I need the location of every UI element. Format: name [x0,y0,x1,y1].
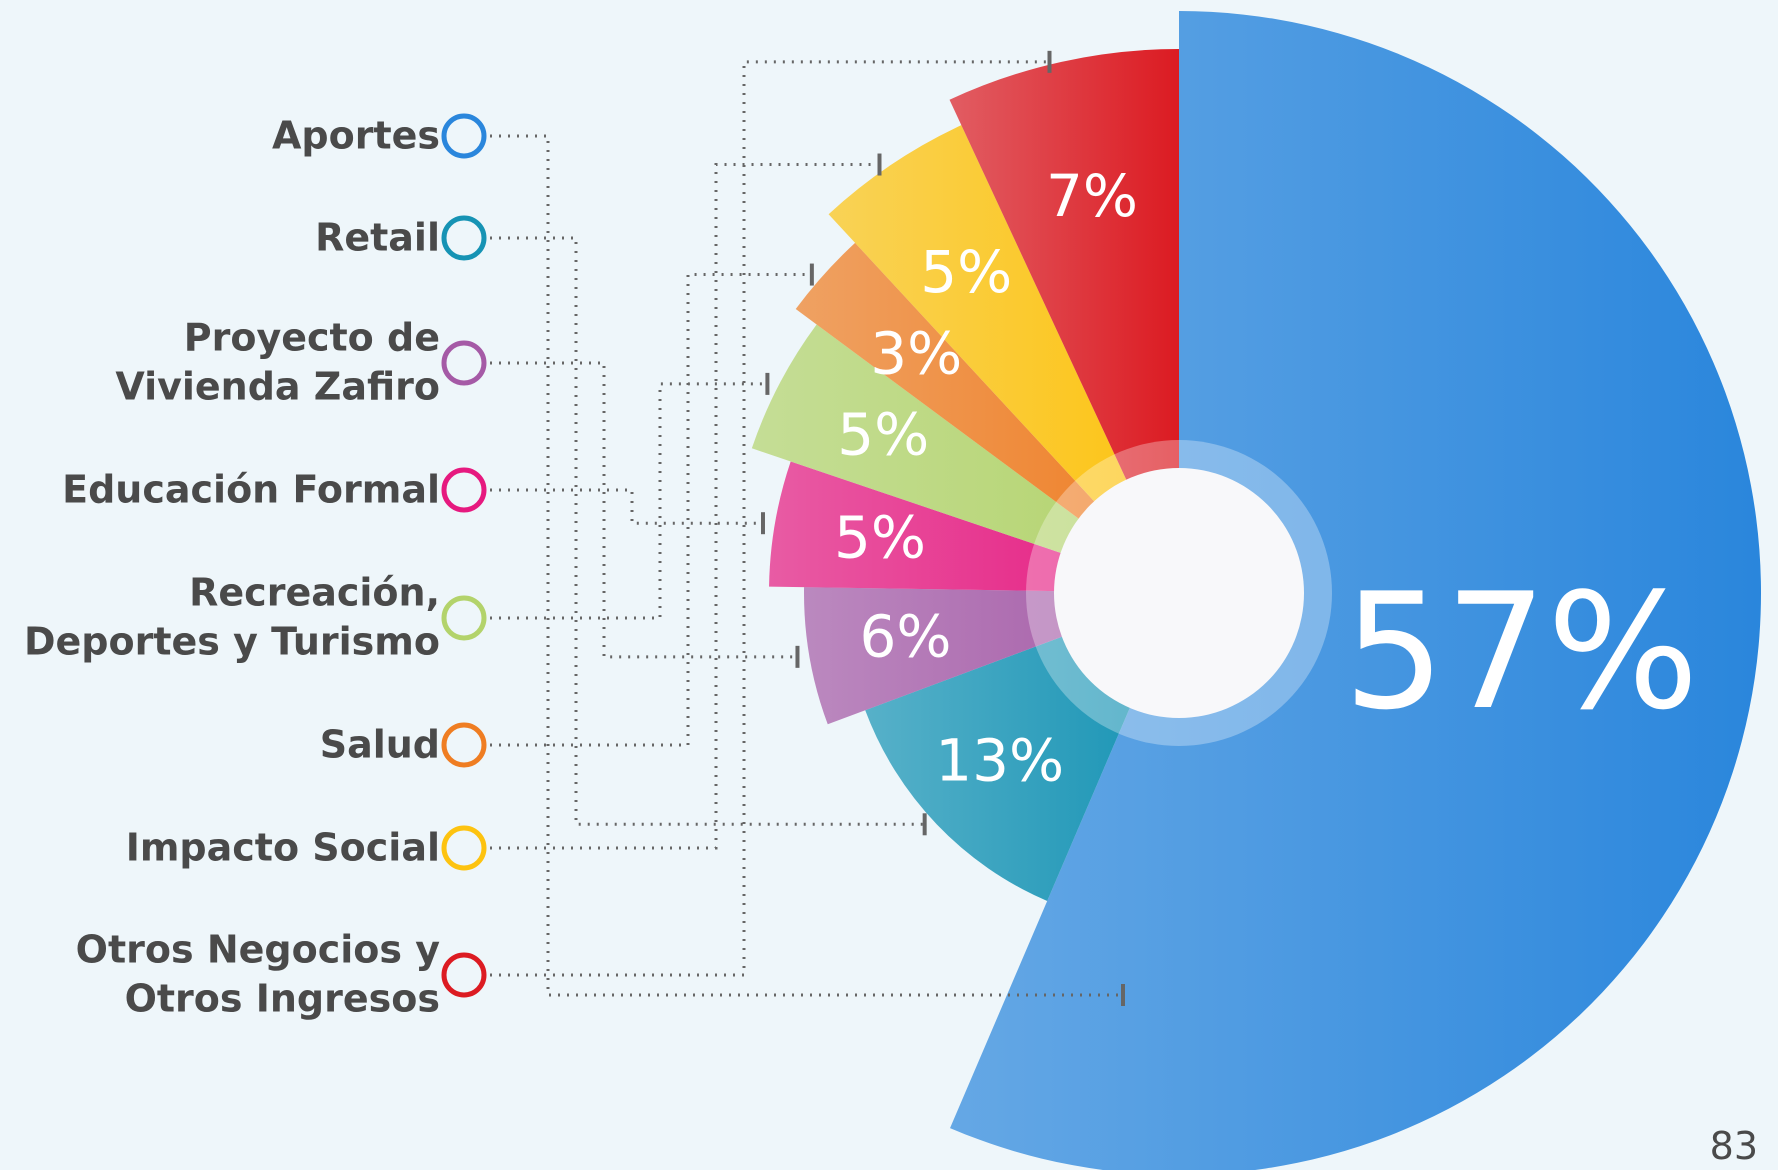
connector [490,163,880,850]
legend-label: Impacto Social [125,825,440,870]
connector [490,134,1123,997]
page-number: 83 [1709,1124,1758,1168]
legend-marker [441,825,487,871]
legend-marker [441,722,487,768]
connector [490,273,812,747]
legend-label: Otros Negocios y Otros Ingresos [75,927,440,1021]
pie-slice [751,324,1179,593]
legend-marker [441,595,487,641]
value-label: 5% [837,400,929,468]
value-label: 6% [860,602,952,670]
connector [490,60,1050,977]
pie-slice [828,125,1179,594]
value-label: 5% [834,503,926,571]
legend-marker [441,340,487,386]
pie-slice [949,49,1179,593]
value-label: 7% [1046,162,1138,230]
legend-label: Retail [315,215,440,260]
connector [490,361,798,659]
legend-marker [441,952,487,998]
value-label: 13% [935,726,1064,794]
hole [1054,468,1304,718]
legend-label: Aportes [271,113,440,158]
connector [490,488,763,525]
connector [490,382,768,620]
legend-label: Proyecto de Vivienda Zafiro [115,315,440,409]
legend-label: Salud [319,722,440,767]
legend-label: Recreación, Deportes y Turismo [23,570,440,664]
connector [490,236,925,826]
pie-slice [950,11,1761,1170]
legend-marker [441,467,487,513]
value-label: 5% [920,238,1012,306]
legend-marker [441,113,487,159]
value-label: 3% [870,319,962,387]
value-label: 57% [1343,558,1699,745]
legend-marker [441,215,487,261]
pie-slice [795,242,1179,594]
legend-label: Educación Formal [62,467,440,512]
